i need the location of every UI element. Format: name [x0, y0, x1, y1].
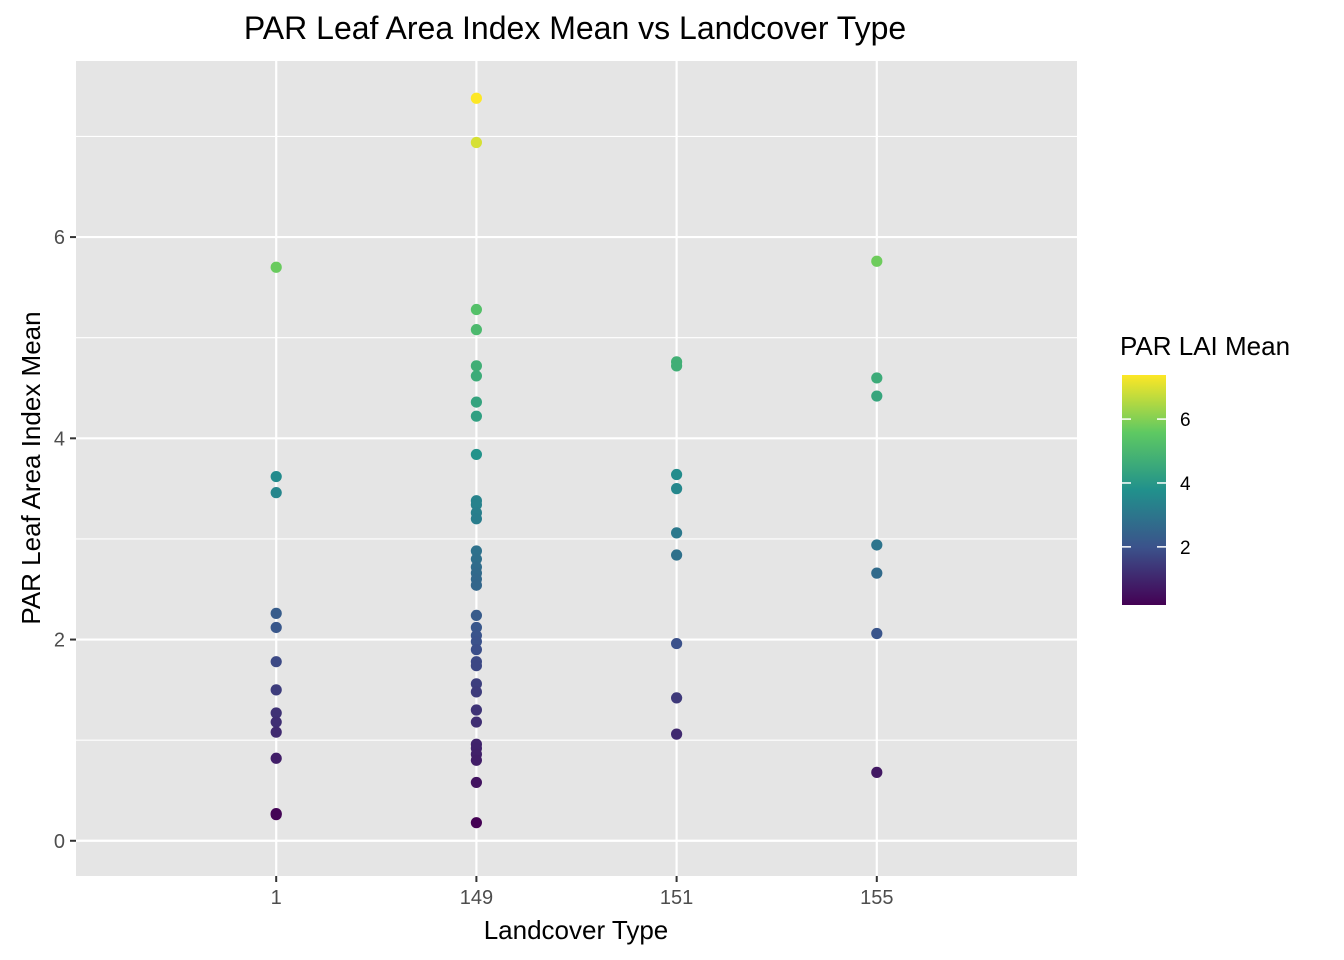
- data-point: [470, 92, 482, 104]
- data-point: [470, 704, 482, 716]
- data-point: [470, 817, 482, 829]
- data-point: [470, 396, 482, 408]
- legend-title: PAR LAI Mean: [1120, 331, 1290, 361]
- data-point: [871, 372, 883, 384]
- data-point: [270, 809, 282, 821]
- data-point: [470, 136, 482, 149]
- x-axis-title: Landcover Type: [484, 915, 669, 945]
- y-tick-label: 4: [54, 428, 65, 450]
- data-point: [470, 686, 482, 698]
- y-axis-title: PAR Leaf Area Index Mean: [16, 311, 46, 624]
- data-point: [470, 716, 482, 728]
- x-tick-label: 155: [860, 887, 893, 909]
- data-point: [671, 549, 683, 561]
- data-point: [470, 410, 482, 422]
- data-point: [270, 656, 282, 668]
- data-point: [871, 766, 883, 778]
- data-point: [270, 607, 282, 619]
- data-point: [470, 660, 482, 672]
- data-points: [270, 92, 883, 829]
- data-point: [270, 487, 282, 499]
- data-point: [470, 448, 482, 461]
- data-point: [871, 567, 883, 579]
- data-point: [671, 637, 683, 650]
- data-point: [470, 545, 482, 557]
- y-tick-label: 0: [54, 831, 65, 853]
- x-tick-label: 149: [460, 887, 493, 909]
- data-point: [470, 776, 482, 789]
- axis-ticks: 0 2 4 6 1 149 151 155: [54, 227, 894, 909]
- data-point: [270, 684, 282, 696]
- data-point: [671, 360, 683, 372]
- data-point: [671, 728, 683, 740]
- legend-colorbar: [1122, 375, 1166, 605]
- data-point: [270, 752, 282, 764]
- data-point: [270, 621, 282, 634]
- data-point: [470, 644, 482, 656]
- x-tick-label: 151: [660, 887, 693, 909]
- legend-tick-label: 6: [1180, 410, 1191, 431]
- data-point: [671, 692, 683, 704]
- data-point: [470, 303, 482, 316]
- data-point: [671, 468, 683, 481]
- data-point: [871, 255, 883, 267]
- data-point: [671, 483, 683, 495]
- data-point: [470, 513, 482, 525]
- y-tick-label: 2: [54, 630, 65, 652]
- data-point: [470, 579, 482, 591]
- data-point: [470, 754, 482, 766]
- plot-panel: [76, 61, 1077, 876]
- data-point: [671, 527, 683, 539]
- data-point: [470, 324, 482, 336]
- data-point: [470, 499, 482, 511]
- data-point: [270, 470, 282, 483]
- x-tick-label: 1: [271, 887, 282, 909]
- data-point: [270, 726, 282, 738]
- data-point: [270, 716, 282, 728]
- data-point: [470, 370, 482, 382]
- data-point: [470, 621, 482, 634]
- data-point: [470, 553, 482, 565]
- data-point: [470, 360, 482, 372]
- legend-tick-label: 4: [1180, 474, 1191, 495]
- color-legend: PAR LAI Mean 2 4 6: [1120, 331, 1290, 605]
- data-point: [871, 627, 883, 640]
- y-tick-label: 6: [54, 227, 65, 249]
- legend-tick-label: 2: [1180, 538, 1191, 559]
- data-point: [470, 678, 482, 690]
- data-point: [270, 261, 282, 273]
- data-point: [470, 609, 482, 622]
- chart-title: PAR Leaf Area Index Mean vs Landcover Ty…: [244, 10, 906, 46]
- data-point: [871, 539, 883, 551]
- data-point: [470, 635, 482, 648]
- data-point: [871, 390, 883, 402]
- data-point: [270, 707, 282, 719]
